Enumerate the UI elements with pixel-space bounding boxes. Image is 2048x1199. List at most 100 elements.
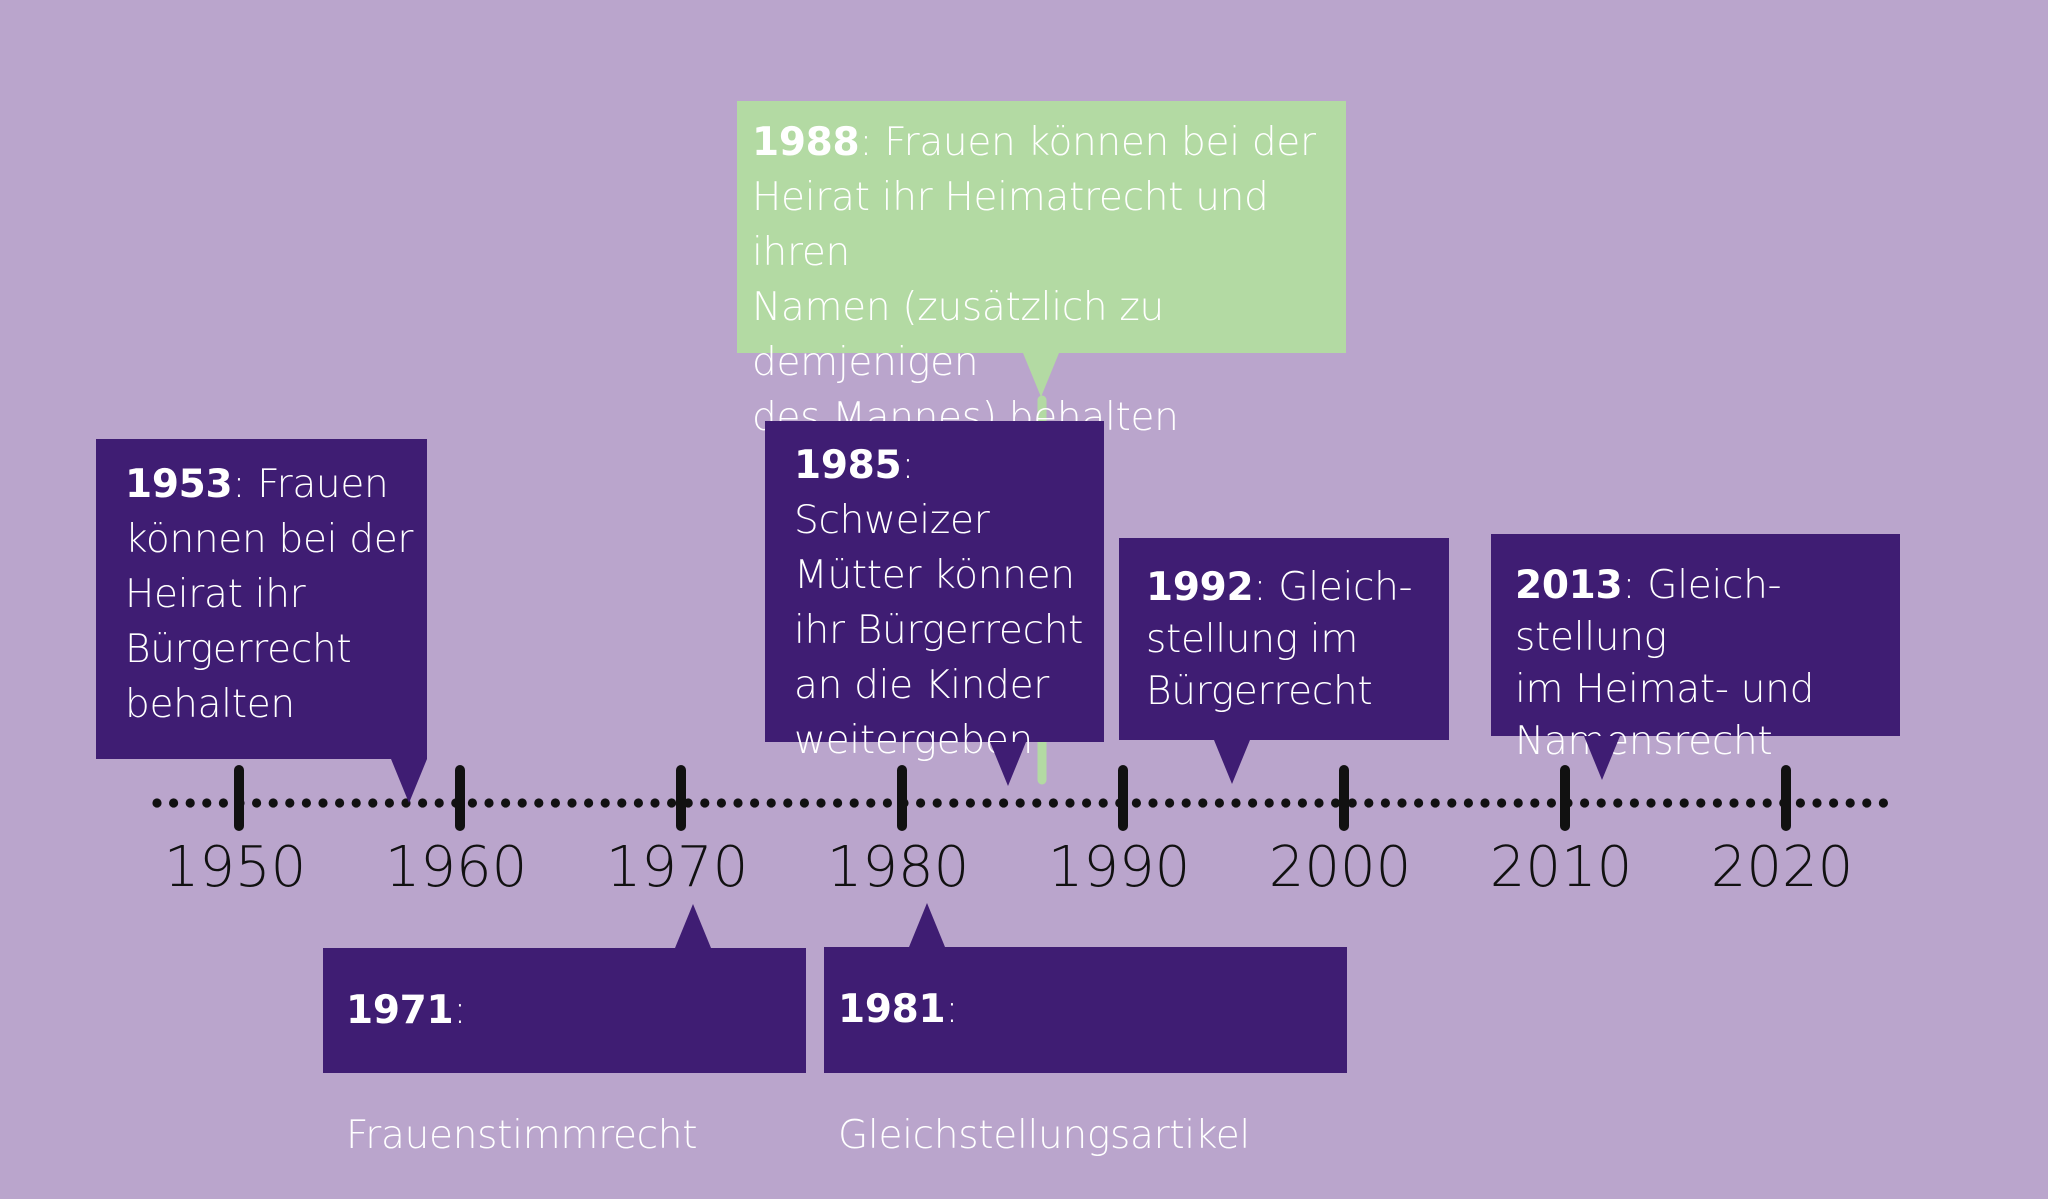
event-year: 1971: [346, 988, 454, 1033]
axis-dot: [567, 798, 577, 808]
axis-label-2010: 2010: [1490, 835, 1633, 900]
callout-pointer: [391, 759, 427, 803]
axis-dot: [716, 798, 727, 808]
event-1953: 1953: Frauen können bei der Heirat ihr B…: [96, 439, 427, 803]
axis-dot: [584, 798, 594, 808]
event-2013: 2013: Gleich-stellung im Heimat- und Nam…: [1491, 534, 1900, 780]
axis-dot: [1015, 798, 1025, 808]
axis-dot: [617, 798, 627, 808]
axis-dot: [285, 798, 295, 808]
event-1971: 1971: Frauenstimmrecht: [323, 904, 806, 1158]
axis-dot: [783, 798, 793, 808]
axis-dot: [351, 798, 361, 808]
event-1981: 1981: Gleichstellungsartikel: [824, 903, 1347, 1158]
axis-dot: [1331, 798, 1341, 808]
axis-dot: [1712, 798, 1722, 808]
axis-dot: [1297, 798, 1307, 808]
axis-dot: [849, 798, 859, 808]
axis-dot: [1845, 798, 1855, 808]
axis-dot: [1231, 798, 1241, 808]
callout-pointer: [1023, 353, 1059, 397]
axis-dot: [1347, 798, 1357, 808]
axis-dot: [185, 798, 195, 808]
axis-dot: [301, 798, 311, 808]
event-year: 1985: [794, 443, 902, 488]
axis-label-1980: 1980: [827, 835, 970, 900]
axis-dot: [882, 798, 893, 808]
axis-dot: [517, 798, 527, 808]
axis-dot: [965, 798, 976, 808]
axis-dot: [866, 798, 876, 808]
callout-pointer: [909, 903, 945, 947]
axis-dot: [268, 798, 278, 808]
event-year: 2013: [1515, 563, 1623, 608]
axis-dot: [750, 798, 760, 808]
axis-dot: [534, 798, 544, 808]
callout-pointer: [990, 742, 1026, 786]
axis-dot: [733, 798, 743, 808]
axis-dot: [202, 798, 212, 808]
event-year: 1981: [838, 987, 946, 1032]
event-text: : Gleich- stellung im Bürgerrecht: [1146, 565, 1413, 714]
axis-dot: [1663, 798, 1673, 808]
event-year: 1953: [125, 462, 233, 507]
axis-dot: [169, 798, 179, 808]
axis-dot: [318, 798, 328, 808]
axis-dot: [1165, 798, 1175, 808]
axis-dot: [335, 798, 345, 808]
axis-dot: [1281, 798, 1291, 808]
axis-dot: [1181, 798, 1191, 808]
axis-dot: [1580, 798, 1590, 808]
axis-dot: [368, 798, 378, 808]
axis-dot: [766, 798, 776, 808]
axis-dot: [1613, 798, 1623, 808]
axis-dot: [1696, 798, 1706, 808]
axis-dot: [650, 798, 660, 808]
axis-label-1970: 1970: [606, 835, 749, 900]
axis-dot: [932, 798, 942, 808]
axis-tick-labels: 1950 1960 1970 1980 1990 2000 2010 2020: [164, 835, 1854, 900]
axis-dots: [152, 798, 1888, 808]
event-1985: 1985: Schweizer Mütter können ihr Bürger…: [765, 421, 1104, 786]
event-text: : Frauen können bei der Heirat ihr Bürge…: [125, 462, 414, 727]
axis-dot: [501, 798, 511, 808]
axis-dot: [1430, 798, 1440, 808]
axis-dot: [218, 798, 228, 808]
axis-label-2000: 2000: [1269, 835, 1412, 900]
axis-dot: [1480, 798, 1490, 808]
axis-dot: [1746, 798, 1756, 808]
axis-dot: [1248, 798, 1258, 808]
axis-dot: [1795, 798, 1805, 808]
callout-pointer: [1214, 740, 1250, 784]
callout-pointer: [1584, 736, 1620, 780]
event-text: : Frauen können bei der Heirat ihr Heima…: [752, 120, 1316, 440]
axis-dot: [833, 798, 843, 808]
axis-dot: [1198, 798, 1208, 808]
axis-dot: [1546, 798, 1556, 808]
axis-dot: [1380, 798, 1390, 808]
axis-label-1950: 1950: [164, 835, 307, 900]
axis-dot: [1878, 798, 1888, 808]
axis-dot: [1414, 798, 1424, 808]
event-year: 1988: [752, 120, 860, 165]
axis-dot: [1148, 798, 1158, 808]
axis-dot: [1131, 798, 1141, 808]
callout-pointer: [675, 904, 711, 948]
axis-dot: [1530, 798, 1540, 808]
axis-dot: [1513, 798, 1523, 808]
axis-dot: [1762, 798, 1772, 808]
axis-label-1990: 1990: [1048, 835, 1191, 900]
event-text: : Gleich-stellung im Heimat- und Namensr…: [1515, 563, 1815, 764]
axis-dot: [1812, 798, 1822, 808]
axis-dot: [1679, 798, 1689, 808]
event-text: : Gleichstellungsartikel: [838, 987, 1250, 1158]
axis-dot: [484, 798, 494, 808]
axis-dot: [667, 798, 677, 808]
axis-dot: [1082, 798, 1092, 808]
axis-dot: [1032, 798, 1042, 808]
axis-dot: [1646, 798, 1656, 808]
axis-dot: [799, 798, 810, 808]
axis-dot: [1497, 798, 1507, 808]
axis-dot: [1364, 798, 1374, 808]
